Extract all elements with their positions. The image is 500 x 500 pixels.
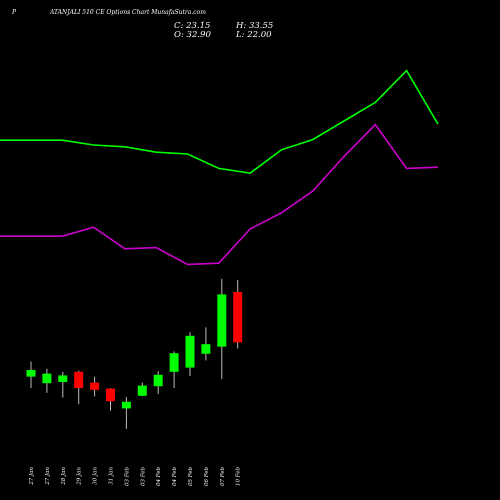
candle-body [137, 385, 147, 396]
candle-body [42, 373, 52, 384]
header-prefix: P [12, 9, 17, 16]
x-tick-label: 10 Feb [236, 467, 242, 487]
candle-body [106, 388, 115, 402]
ohlc-open: O: 32.90 [174, 30, 211, 40]
x-tick-label: 29 Jan [77, 467, 83, 486]
candle-body [185, 335, 195, 368]
candle-body [153, 374, 163, 387]
chart-title: ATANJALI 510 CE Options Chart MunafaSutr… [50, 9, 206, 16]
candle-body [201, 344, 211, 354]
candle-body [58, 375, 68, 382]
candle-body [121, 401, 131, 409]
candle-body [217, 294, 227, 347]
x-tick-label: 04 Feb [156, 467, 162, 487]
x-tick-label: 05 Feb [188, 467, 194, 487]
bands-layer [0, 69, 439, 266]
candle-body [169, 353, 179, 372]
ohlc-close: C: 23.15 [174, 21, 211, 31]
lower-band-line [0, 123, 438, 266]
ohlc-high: H: 33.55 [236, 21, 274, 31]
candle-body [90, 382, 100, 390]
x-tick-label: 27 Jan [29, 467, 35, 486]
x-tick-labels: 27 Jan 27 Jan 28 Jan 29 Jan 30 Jan 31 Jan 03 F… [29, 467, 242, 487]
x-tick-label: 03 Feb [140, 467, 146, 487]
candle-body [26, 370, 36, 377]
x-tick-label: 03 Feb [124, 467, 130, 487]
ohlc-low: L: 22.00 [236, 30, 272, 40]
candles-layer [26, 278, 243, 429]
x-tick-label: 27 Jan [45, 467, 51, 486]
x-tick-label: 04 Feb [172, 467, 178, 487]
x-tick-label: 07 Feb [220, 467, 226, 487]
x-tick-label: 30 Jan [93, 467, 99, 485]
x-tick-label: 31 Jan [109, 467, 115, 485]
candle-body [74, 371, 84, 388]
x-tick-label: 06 Feb [204, 467, 210, 487]
x-tick-label: 28 Jan [61, 467, 67, 486]
candle-body [233, 292, 243, 343]
upper-band-line [0, 69, 439, 175]
